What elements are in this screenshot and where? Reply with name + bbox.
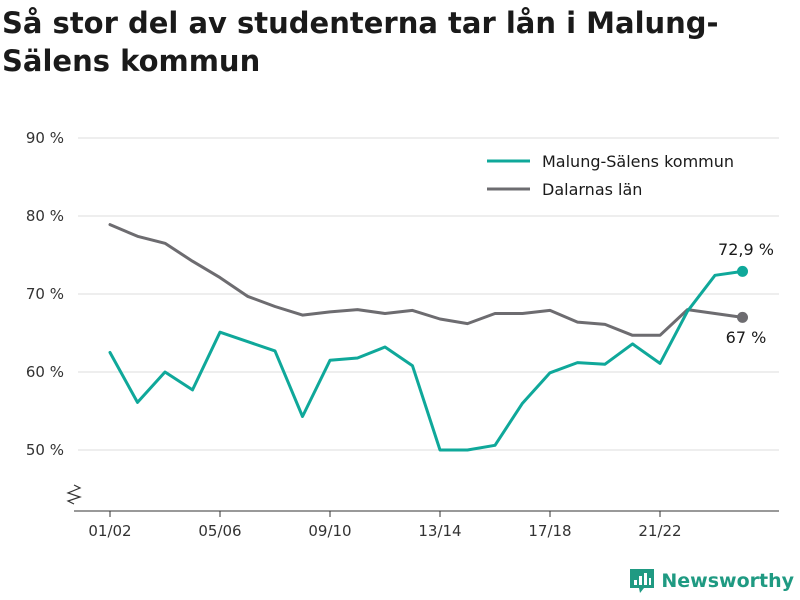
y-tick-label: 80 % [26, 207, 64, 225]
series-line-dalarna [108, 223, 744, 337]
end-point-malung [737, 265, 748, 277]
x-tick-label: 01/02 [88, 522, 131, 540]
x-axis-ticks: 01/02 05/06 09/10 13/14 17/18 21/22 [88, 511, 682, 540]
x-axis [66, 484, 779, 512]
y-axis-labels: 50 % 60 % 70 % 80 % 90 % [26, 129, 64, 459]
legend-label-malung: Malung-Sälens kommun [542, 152, 734, 171]
x-tick-label: 17/18 [528, 522, 571, 540]
x-tick-label: 13/14 [418, 522, 461, 540]
series-line-malung [108, 269, 744, 452]
chart-title: Så stor del av studenterna tar lån i Mal… [2, 6, 719, 78]
x-tick-label: 09/10 [308, 522, 351, 540]
series-lines [108, 223, 748, 452]
newsworthy-logo-icon [630, 569, 655, 593]
end-label-malung: 72,9 % [718, 240, 774, 259]
legend: Malung-Sälens kommun Dalarnas län [487, 152, 734, 199]
brand-name: Newsworthy [661, 570, 794, 592]
x-tick-label: 05/06 [198, 522, 241, 540]
y-tick-label: 90 % [26, 129, 64, 147]
axis-break-icon [66, 484, 82, 505]
brand-logo: Newsworthy [629, 568, 794, 594]
legend-label-dalarna: Dalarnas län [542, 180, 642, 199]
x-tick-label: 21/22 [638, 522, 681, 540]
y-tick-label: 50 % [26, 441, 64, 459]
y-tick-label: 60 % [26, 363, 64, 381]
end-point-dalarna [737, 311, 748, 323]
end-label-dalarna: 67 % [726, 328, 767, 347]
grid-lines [78, 137, 779, 451]
y-tick-label: 70 % [26, 285, 64, 303]
